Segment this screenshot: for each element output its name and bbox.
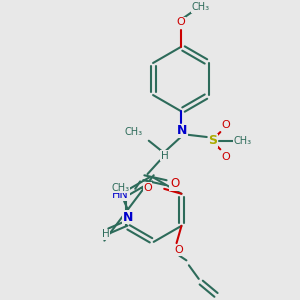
Text: CH₃: CH₃: [112, 183, 130, 193]
Text: CH₃: CH₃: [233, 136, 252, 146]
Text: O: O: [221, 152, 230, 162]
Text: O: O: [175, 245, 183, 256]
Text: CH₃: CH₃: [191, 2, 210, 13]
Text: O: O: [170, 177, 179, 190]
Text: O: O: [176, 17, 185, 27]
Text: O: O: [143, 183, 152, 193]
Text: N: N: [123, 211, 133, 224]
Text: N: N: [177, 124, 187, 137]
Text: CH₃: CH₃: [124, 127, 142, 137]
Text: S: S: [208, 134, 217, 147]
Text: H: H: [161, 151, 169, 160]
Text: H: H: [102, 230, 110, 239]
Text: HN: HN: [112, 190, 129, 200]
Text: O: O: [221, 120, 230, 130]
